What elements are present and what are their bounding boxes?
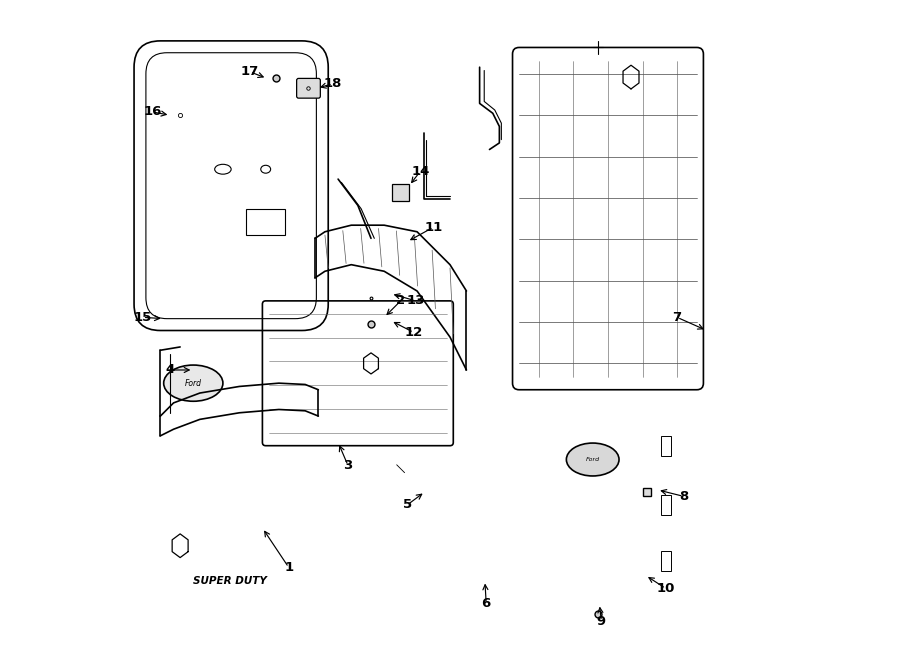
Text: 12: 12 xyxy=(405,326,423,339)
Text: 4: 4 xyxy=(166,364,175,377)
Text: 7: 7 xyxy=(672,311,681,324)
Text: 14: 14 xyxy=(411,165,429,178)
Text: 10: 10 xyxy=(657,582,675,595)
Text: 2: 2 xyxy=(396,294,405,307)
Text: 11: 11 xyxy=(425,221,443,233)
Text: 18: 18 xyxy=(324,77,342,90)
Bar xyxy=(392,184,410,201)
FancyBboxPatch shape xyxy=(297,79,320,98)
Bar xyxy=(246,209,285,235)
Text: 15: 15 xyxy=(133,311,152,324)
Text: 13: 13 xyxy=(407,294,425,307)
Text: 6: 6 xyxy=(482,597,490,610)
Ellipse shape xyxy=(164,365,223,401)
Bar xyxy=(661,436,670,455)
Text: 8: 8 xyxy=(679,490,688,503)
Text: 1: 1 xyxy=(284,561,293,574)
Text: Ford: Ford xyxy=(184,379,202,387)
Text: 5: 5 xyxy=(402,498,412,512)
Text: 3: 3 xyxy=(344,459,353,472)
Ellipse shape xyxy=(566,443,619,476)
Bar xyxy=(661,495,670,515)
Text: 9: 9 xyxy=(597,615,606,628)
Bar xyxy=(661,551,670,570)
Text: 16: 16 xyxy=(143,106,162,118)
Text: SUPER DUTY: SUPER DUTY xyxy=(193,576,266,586)
Text: Ford: Ford xyxy=(586,457,599,462)
Text: 17: 17 xyxy=(241,65,259,78)
